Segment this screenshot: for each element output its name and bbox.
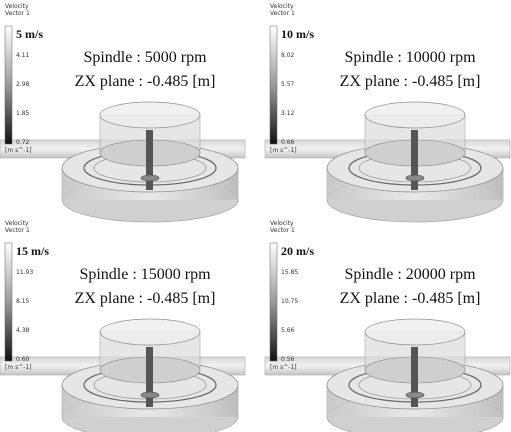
spindle-hub [405,174,425,182]
legend-tick: 1.85 [16,110,30,117]
legend-tick: 0.60 [16,356,30,363]
legend-unit: [m s^-1] [270,364,297,371]
spindle-label: Spindle : 10000 rpm [344,49,476,66]
legend-tick: 4.11 [16,52,30,59]
plane-label: ZX plane : -0.485 [m] [340,73,481,90]
spindle [411,130,418,190]
plane-label: ZX plane : -0.485 [m] [75,73,216,90]
legend-tick: 0.56 [281,356,295,363]
legend-subtitle: Vector 1 [270,10,295,17]
legend-tick: 3.12 [281,110,295,117]
legend-max: 15 m/s [16,244,49,258]
legend-unit: [m s^-1] [5,364,32,371]
spindle-hub [140,174,160,182]
legend-tick: 11.93 [16,269,33,276]
spindle-label: Spindle : 20000 rpm [344,266,476,283]
legend-unit: [m s^-1] [270,147,297,154]
legend-title: Velocity [5,220,29,227]
legend-max: 20 m/s [281,244,314,258]
legend-tick: 5.57 [281,81,295,88]
cup-top [99,318,201,346]
color-bar [4,25,13,145]
legend-tick: 8.02 [281,52,295,59]
legend-tick: 15.85 [281,269,298,276]
legend-tick: 5.66 [281,327,295,334]
spindle [411,347,418,407]
color-bar [269,25,278,145]
legend-unit: [m s^-1] [5,147,32,154]
legend-subtitle: Vector 1 [5,227,30,234]
cup-top [99,101,201,129]
color-bar [4,242,13,362]
color-bar [269,242,278,362]
spindle-label: Spindle : 5000 rpm [83,49,207,66]
legend-subtitle: Vector 1 [5,10,30,17]
legend-max: 5 m/s [16,27,43,41]
cup-top [364,318,466,346]
spindle-hub [140,391,160,399]
legend-tick: 0.72 [16,139,30,146]
legend-title: Velocity [270,3,294,10]
legend-title: Velocity [270,220,294,227]
legend-tick: 10.75 [281,298,298,305]
legend-tick: 8.15 [16,298,30,305]
legend-max: 10 m/s [281,27,314,41]
spindle-label: Spindle : 15000 rpm [79,266,211,283]
legend-tick: 4.38 [16,327,30,334]
spindle-hub [405,391,425,399]
plane-label: ZX plane : -0.485 [m] [340,290,481,307]
plane-label: ZX plane : -0.485 [m] [75,290,216,307]
legend-tick: 2.98 [16,81,30,88]
legend-title: Velocity [5,3,29,10]
spindle [146,347,153,407]
legend-subtitle: Vector 1 [270,227,295,234]
cup-top [364,101,466,129]
spindle [146,130,153,190]
legend-tick: 0.66 [281,139,295,146]
